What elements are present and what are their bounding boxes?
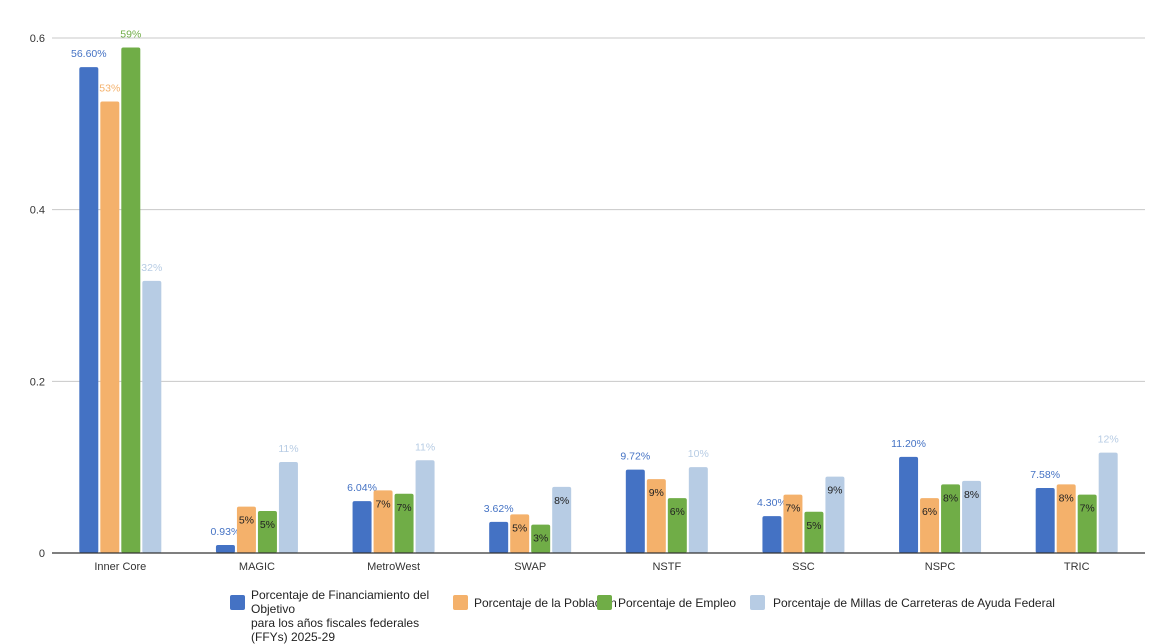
x-tick-label: TRIC xyxy=(1064,561,1090,573)
data-label: 9% xyxy=(827,485,842,497)
bar xyxy=(278,462,298,553)
data-label: 6% xyxy=(670,506,685,518)
data-label: 7% xyxy=(375,498,390,510)
bar xyxy=(941,484,961,553)
bar xyxy=(373,490,393,553)
y-tick-label: 0.2 xyxy=(30,376,45,388)
x-tick-label: NSTF xyxy=(652,561,681,573)
data-label: 9.72% xyxy=(620,451,650,463)
bar xyxy=(121,47,141,554)
data-label: 7.58% xyxy=(1030,469,1060,481)
bar xyxy=(352,501,372,553)
bar xyxy=(1077,494,1097,553)
bar xyxy=(257,510,277,553)
y-tick-label: 0.4 xyxy=(30,205,45,217)
bar xyxy=(79,67,99,553)
bar xyxy=(215,545,235,553)
data-label: 11.20% xyxy=(891,438,926,450)
bar xyxy=(489,521,509,553)
data-label: 5% xyxy=(512,522,527,534)
data-label: 5% xyxy=(260,519,275,531)
bar xyxy=(531,524,551,553)
bar xyxy=(100,101,120,554)
bar xyxy=(1098,452,1118,553)
bar xyxy=(804,511,824,553)
data-label: 11% xyxy=(278,443,298,455)
bar xyxy=(552,486,572,553)
y-tick-label: 0 xyxy=(39,548,45,560)
data-label: 32% xyxy=(141,262,162,274)
legend-label: Porcentaje de la Población xyxy=(474,596,617,610)
bar xyxy=(667,498,687,553)
data-label: 7% xyxy=(1080,503,1095,515)
data-label: 4.30% xyxy=(757,497,787,509)
data-label: 11% xyxy=(415,441,435,453)
legend-swatch-lightblue xyxy=(750,595,765,610)
bar xyxy=(625,469,645,553)
bar xyxy=(510,514,530,553)
bar xyxy=(962,480,982,553)
data-label: 5% xyxy=(806,520,821,532)
bar xyxy=(899,456,919,553)
data-label: 10% xyxy=(688,448,709,460)
data-label: 12% xyxy=(1098,434,1119,446)
legend-label-line: (FFYs) 2025-29 xyxy=(251,630,336,644)
data-label: 0.93% xyxy=(211,526,241,538)
bar xyxy=(646,479,666,553)
bar xyxy=(236,506,256,553)
legend-item-financiamiento[interactable]: Porcentaje de Financiamiento del Objetiv… xyxy=(230,588,451,644)
bar xyxy=(142,280,162,553)
data-label: 8% xyxy=(943,492,958,504)
x-tick-label: SWAP xyxy=(514,561,546,573)
data-label: 6% xyxy=(922,506,937,518)
bar xyxy=(1035,487,1055,553)
bar xyxy=(688,467,708,553)
data-label: 5% xyxy=(239,515,254,527)
bar xyxy=(920,498,940,553)
y-tick-label: 0.6 xyxy=(30,33,45,45)
bar xyxy=(762,516,782,553)
legend-swatch-green xyxy=(597,595,612,610)
data-label: 6.04% xyxy=(347,482,377,494)
legend-label: Porcentaje de Millas de Carreteras de Ay… xyxy=(773,596,1055,610)
data-label: 9% xyxy=(649,487,664,499)
x-tick-label: MAGIC xyxy=(239,561,275,573)
legend-label: Porcentaje de Financiamiento del Objetiv… xyxy=(251,588,451,644)
bar xyxy=(825,476,845,553)
bar xyxy=(394,493,414,553)
x-tick-label: SSC xyxy=(792,561,815,573)
legend-label-line: para los años fiscales federales xyxy=(251,616,420,630)
x-tick-label: NSPC xyxy=(925,561,956,573)
data-label: 3.62% xyxy=(484,503,514,515)
data-label: 8% xyxy=(1059,492,1074,504)
data-label: 8% xyxy=(964,489,979,501)
legend-swatch-blue xyxy=(230,595,245,610)
bar xyxy=(783,494,803,553)
bar xyxy=(1056,484,1076,553)
data-label: 3% xyxy=(533,533,548,545)
x-tick-label: MetroWest xyxy=(367,561,420,573)
data-label: 7% xyxy=(785,503,800,515)
legend-item-empleo[interactable]: Porcentaje de Empleo xyxy=(597,595,736,610)
legend-swatch-orange xyxy=(453,595,468,610)
x-tick-label: Inner Core xyxy=(94,561,146,573)
bar xyxy=(415,460,435,553)
data-label: 56.60% xyxy=(71,48,107,60)
data-label: 59% xyxy=(120,28,141,40)
data-label: 8% xyxy=(554,495,569,507)
data-label: 7% xyxy=(396,502,411,514)
legend-item-poblacion[interactable]: Porcentaje de la Población xyxy=(453,595,617,610)
legend-label: Porcentaje de Empleo xyxy=(618,596,737,610)
legend-item-millas[interactable]: Porcentaje de Millas de Carreteras de Ay… xyxy=(750,595,1055,610)
legend-label-line: Porcentaje de Financiamiento del Objetiv… xyxy=(251,588,430,616)
data-label: 53% xyxy=(99,83,120,95)
